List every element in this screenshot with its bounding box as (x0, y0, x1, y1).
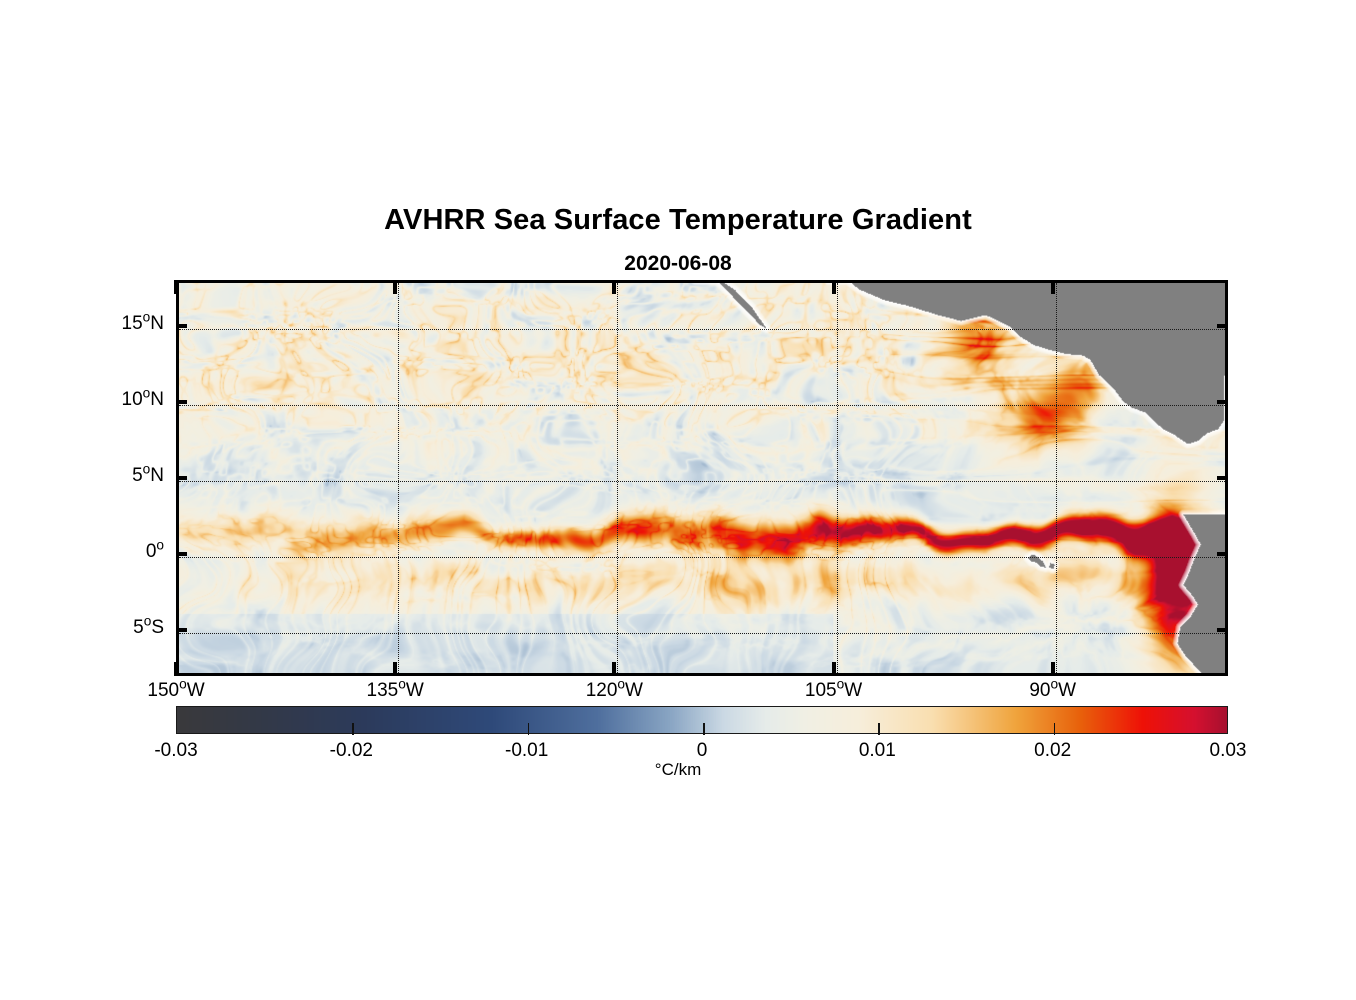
colorbar-tick-label: -0.03 (154, 740, 198, 761)
degree-symbol: o (617, 676, 626, 692)
colorbar-units-label: °C/km (654, 760, 702, 779)
colorbar-tick (878, 723, 880, 735)
y-axis-tick (1217, 476, 1228, 480)
colorbar-tick-label: 0.01 (858, 740, 896, 761)
colorbar-tick (352, 723, 354, 735)
degree-symbol: o (142, 461, 151, 477)
y-axis-tick (176, 552, 187, 557)
degree-symbol: o (143, 613, 152, 629)
colorbar-tick-label: -0.01 (505, 740, 549, 761)
degree-symbol: o (398, 676, 406, 692)
x-axis-tick-label: 135oW (366, 676, 424, 701)
x-axis-tick (1050, 280, 1055, 294)
colorbar-tick-label: 0.03 (1209, 740, 1247, 761)
x-axis-tick (612, 280, 617, 294)
y-axis-tick (176, 399, 187, 404)
degree-symbol: o (1050, 676, 1059, 692)
colorbar-tick (1053, 723, 1056, 735)
x-axis-tick (831, 280, 836, 294)
y-axis-tick-label: 5oS (133, 613, 164, 639)
y-axis-tick-label: 0o (145, 537, 164, 563)
x-axis-tick-label: 120oW (585, 676, 643, 701)
degree-symbol: o (156, 537, 164, 553)
y-axis-tick-label: 5oN (132, 461, 164, 486)
y-axis-tick (176, 476, 187, 480)
page-title: AVHRR Sea Surface Temperature Gradient (384, 204, 972, 236)
x-axis-tick-label: 90oW (1029, 676, 1076, 701)
x-axis-tick-label: 105oW (804, 676, 863, 701)
y-axis-tick (1217, 323, 1228, 328)
y-axis-tick (176, 323, 187, 328)
colorbar-tick-label: -0.02 (329, 740, 373, 761)
x-axis-tick (831, 662, 836, 676)
x-axis-tick (612, 662, 617, 676)
x-axis-tick (174, 280, 178, 294)
x-axis-tick (1050, 662, 1055, 676)
degree-symbol: o (836, 676, 845, 692)
y-axis-tick (176, 628, 187, 633)
page-subtitle: 2020-06-08 (624, 252, 732, 275)
x-axis-tick (393, 662, 398, 676)
colorbar (176, 706, 1228, 735)
sst-gradient-heatmap (179, 283, 1225, 673)
x-axis-tick (174, 662, 178, 676)
y-axis-tick (1217, 399, 1228, 404)
degree-symbol: o (142, 309, 151, 325)
degree-symbol: o (179, 676, 187, 692)
colorbar-gradient (177, 707, 1227, 733)
colorbar-tick-label: 0.02 (1034, 740, 1072, 761)
map-axes (176, 280, 1228, 676)
degree-symbol: o (142, 385, 151, 401)
y-axis-tick (1217, 552, 1228, 557)
y-axis-tick-label: 15oN (121, 309, 164, 334)
y-axis-tick-label: 10oN (121, 385, 164, 410)
colorbar-tick-label: 0 (696, 740, 708, 761)
colorbar-tick (703, 723, 705, 735)
x-axis-tick (393, 280, 398, 294)
y-axis-tick (1217, 628, 1228, 633)
x-axis-tick-label: 150oW (147, 676, 205, 701)
colorbar-tick (527, 723, 530, 735)
